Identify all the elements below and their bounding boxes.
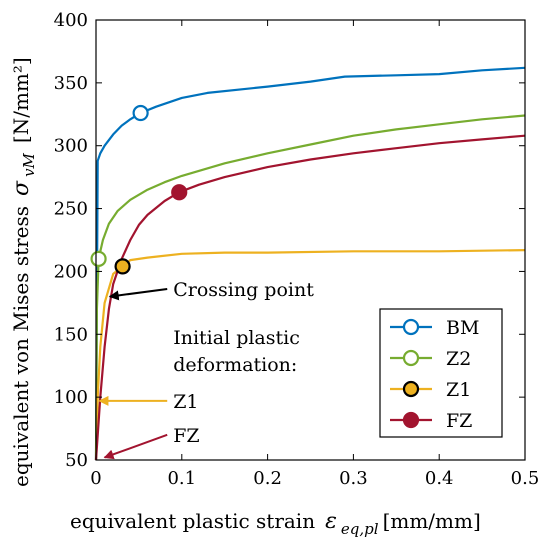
- x-tick-label: 0.5: [511, 468, 540, 489]
- y-axis-symbol: σ: [9, 180, 34, 196]
- legend-marker-z2: [402, 349, 420, 367]
- legend-label-fz: FZ: [446, 410, 472, 432]
- y-axis-label: equivalent von Mises stress σ vM [N/mm²]: [9, 57, 38, 487]
- legend-label-z2: Z2: [446, 348, 471, 370]
- annotation-text: Z1: [173, 391, 198, 413]
- series-layer: [94, 66, 526, 461]
- x-axis-label: equivalent plastic strain ε eq,pl [mm/mm…: [70, 509, 481, 538]
- annotation-text: Crossing point: [173, 279, 314, 301]
- x-axis-symbol: ε: [325, 509, 337, 534]
- plot-frame: [95, 19, 526, 461]
- x-tick-label: 0.4: [425, 468, 454, 489]
- x-axis-unit: [mm/mm]: [383, 509, 481, 533]
- x-tick-label: 0: [90, 468, 101, 489]
- legend-label-z1: Z1: [446, 379, 471, 401]
- annotation-text: FZ: [173, 425, 199, 447]
- x-tick-label: 0.2: [253, 468, 282, 489]
- y-axis-unit: [N/mm²]: [9, 57, 33, 143]
- annotation-text-line2: deformation:: [173, 354, 297, 376]
- legend-label-bm: BM: [446, 317, 479, 339]
- tick-layer: 0 0.1 0.2 0.3 0.4 0.5 50 100 150 200 250 300 350 400: [54, 10, 540, 489]
- y-axis-label-text: equivalent von Mises stress: [9, 206, 33, 487]
- annotation-arrow: [108, 288, 168, 301]
- series-marker-bm: [132, 104, 149, 122]
- x-tick-label: 0.1: [167, 468, 196, 489]
- y-tick-label: 400: [54, 10, 88, 31]
- legend-items: BM Z2 Z1 FZ: [390, 317, 479, 432]
- series-line-z2: [94, 114, 526, 461]
- legend-marker-fz: [402, 411, 420, 429]
- series-line-bm: [94, 66, 526, 461]
- annotation-text: Initial plastic: [173, 327, 300, 349]
- y-tick-label: 350: [54, 73, 88, 94]
- annotation-arrow: [103, 433, 168, 460]
- annotation-layer: Crossing point Initial plastic deformation…: [98, 279, 314, 460]
- legend-box: [379, 308, 503, 438]
- y-tick-label: 200: [54, 261, 88, 282]
- legend-marker-z1: [402, 380, 420, 398]
- marker-layer: [90, 104, 188, 275]
- x-axis-label-text: equivalent plastic strain: [70, 509, 315, 533]
- y-tick-label: 150: [54, 324, 88, 345]
- series-line-z1: [94, 249, 526, 461]
- x-tick-label: 0.3: [339, 468, 368, 489]
- series-marker-fz: [171, 184, 188, 201]
- series-line-fz: [94, 134, 526, 461]
- y-tick-label: 50: [65, 450, 88, 471]
- y-tick-label: 250: [54, 199, 88, 220]
- y-axis-subscript: vM: [20, 152, 38, 176]
- legend: BM Z2 Z1 FZ: [379, 308, 503, 438]
- y-tick-label: 100: [54, 387, 88, 408]
- x-axis-subscript: eq,pl: [341, 520, 379, 538]
- series-marker-z2: [90, 250, 107, 267]
- legend-marker-bm: [402, 318, 420, 336]
- series-marker-z1: [114, 258, 131, 275]
- y-tick-label: 300: [54, 136, 88, 157]
